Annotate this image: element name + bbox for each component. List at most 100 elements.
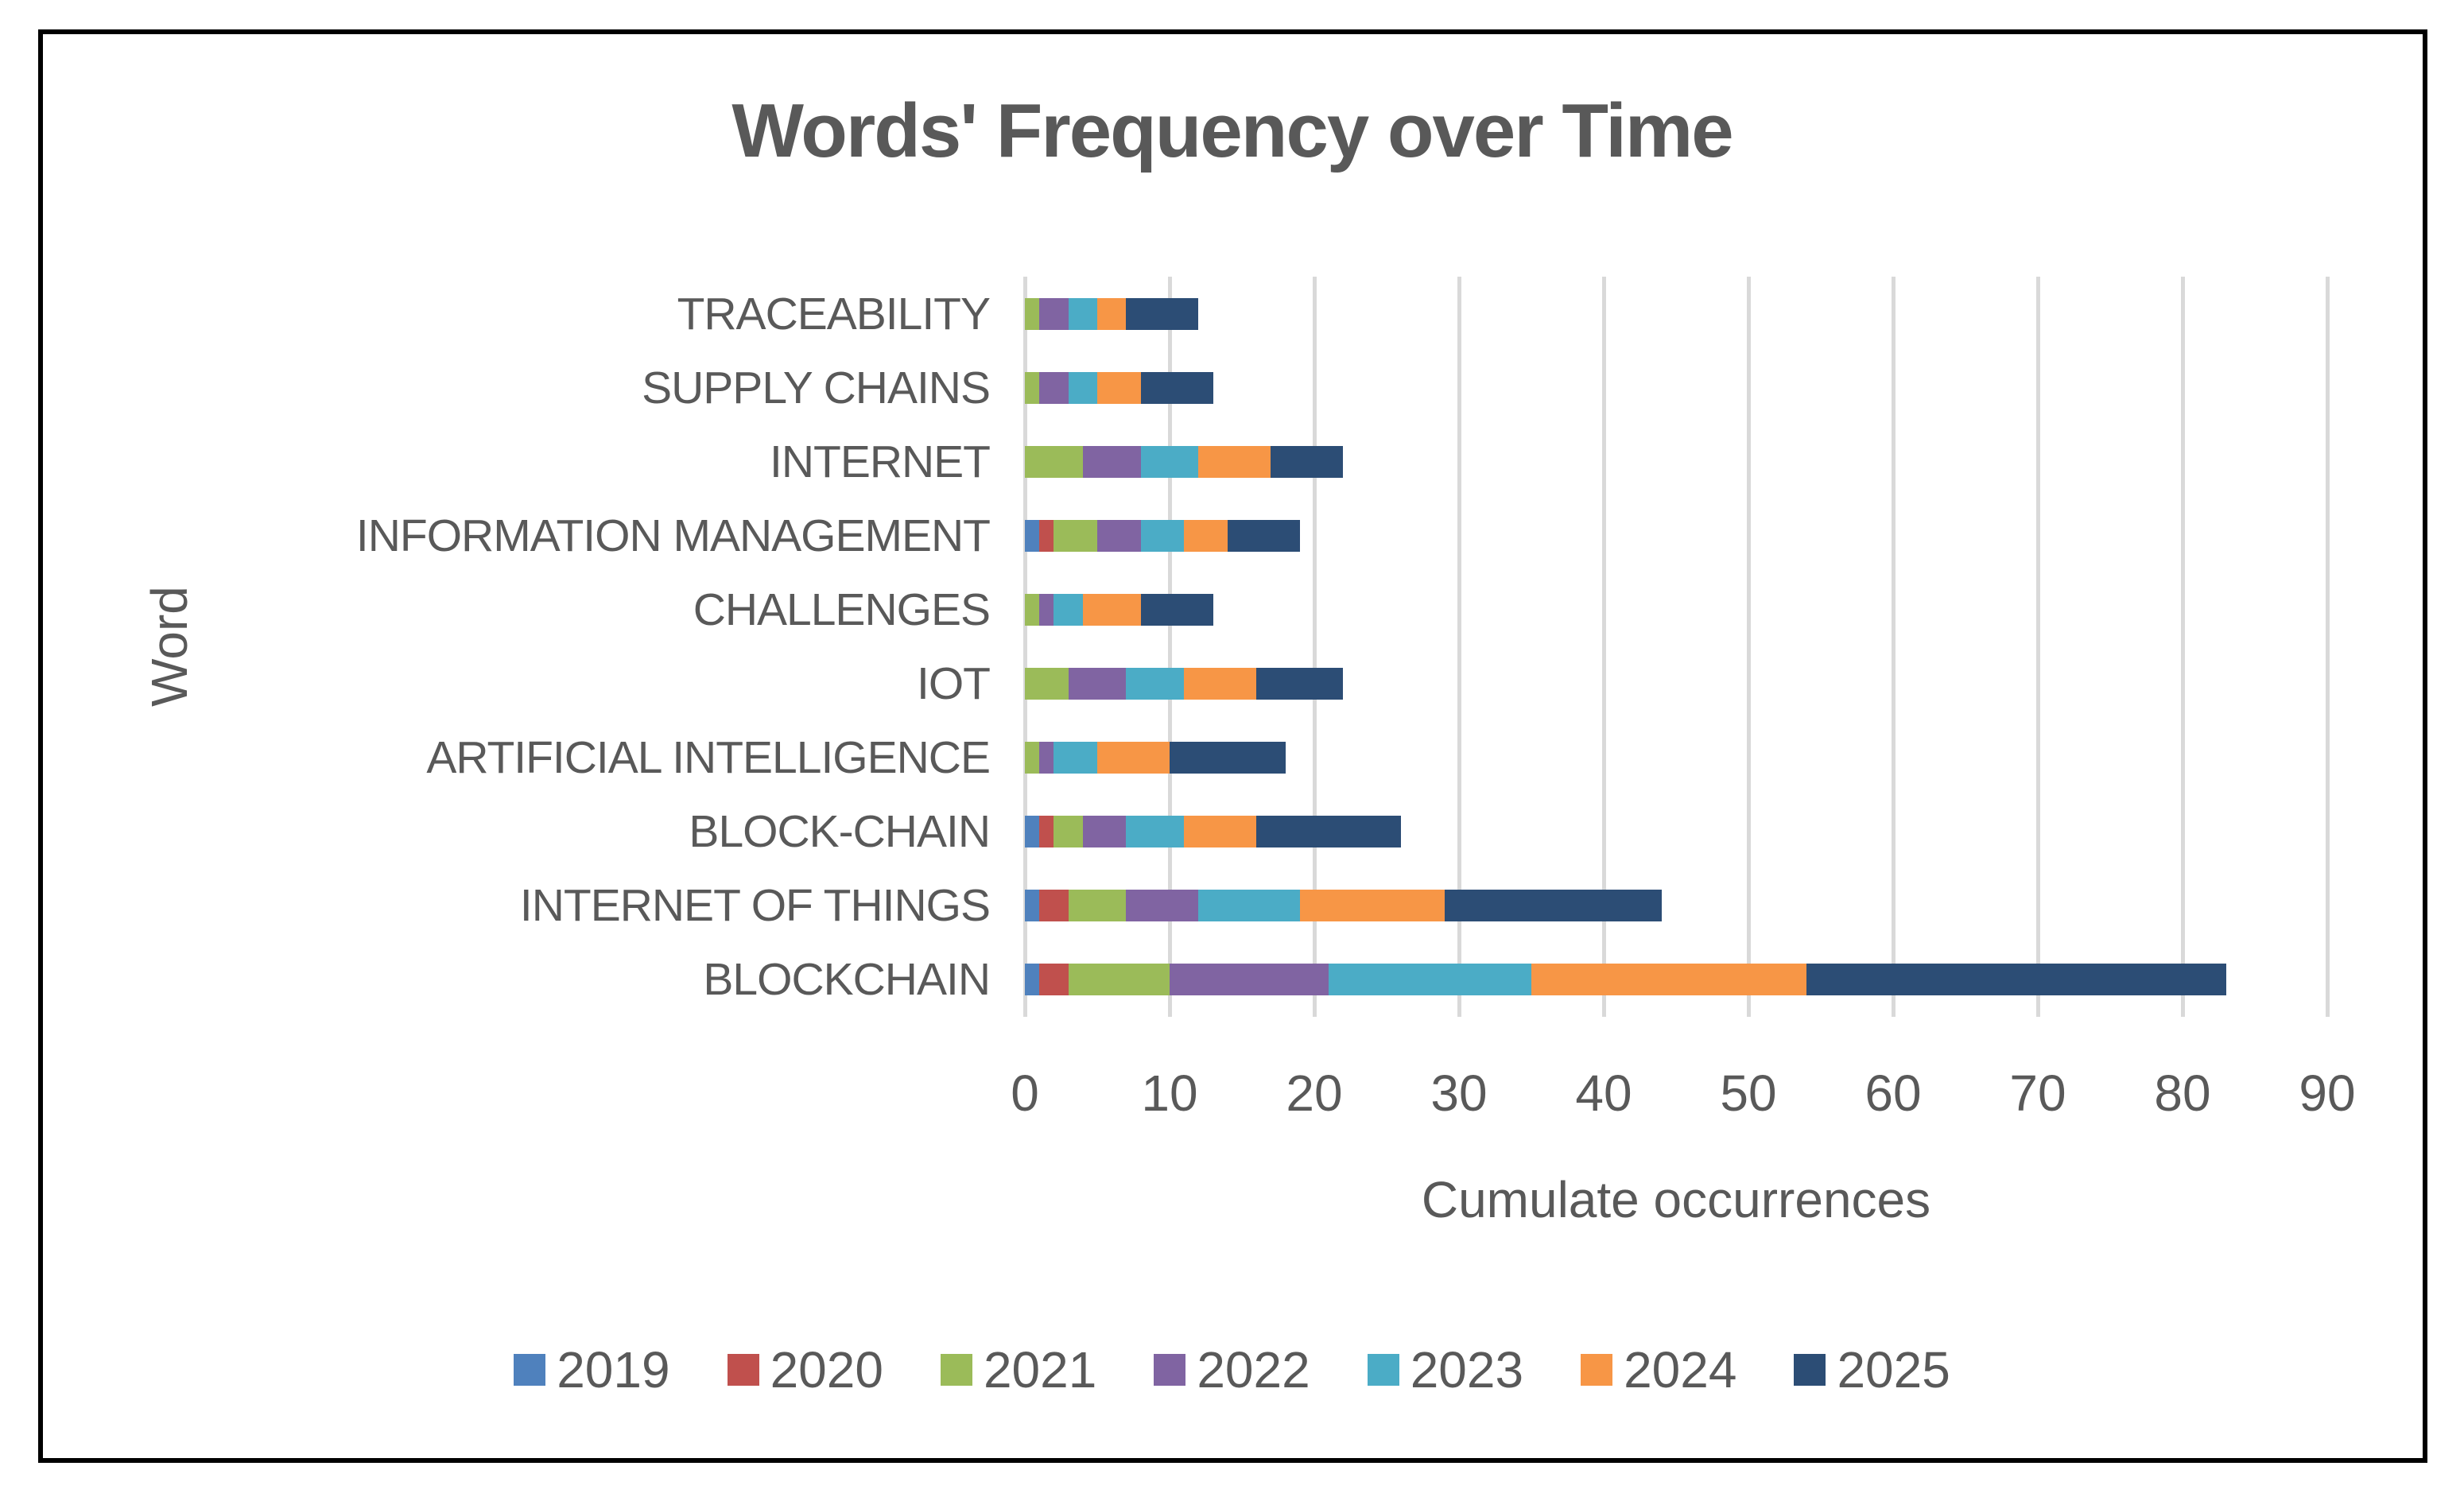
- bar-segment: [1140, 371, 1213, 404]
- x-tick-label: 30: [1430, 1065, 1488, 1122]
- category-label: IOT: [917, 658, 991, 710]
- legend-label: 2021: [983, 1341, 1097, 1398]
- gridline: [2181, 277, 2185, 1017]
- bar-segment: [1039, 519, 1054, 552]
- category-label: INFORMATION MANAGEMENT: [355, 510, 991, 561]
- x-tick-label: 90: [2299, 1065, 2356, 1122]
- bar-segment: [1025, 371, 1040, 404]
- bar-segment: [1054, 742, 1097, 774]
- bar-row: [1025, 371, 1213, 404]
- bar-row: [1025, 297, 1199, 330]
- bar-segment: [1039, 816, 1054, 848]
- bar-segment: [1039, 371, 1069, 404]
- legend-item: 2020: [727, 1340, 883, 1399]
- x-tick-label: 70: [2009, 1065, 2066, 1122]
- legend-swatch: [514, 1354, 546, 1386]
- bar-segment: [1126, 297, 1199, 330]
- legend-label: 2022: [1197, 1341, 1310, 1398]
- bar-segment: [1068, 297, 1097, 330]
- legend-item: 2023: [1367, 1340, 1524, 1399]
- legend-label: 2025: [1837, 1341, 1950, 1398]
- bar-segment: [1184, 519, 1228, 552]
- bar-segment: [1025, 297, 1040, 330]
- category-label: BLOCK-CHAIN: [689, 806, 991, 858]
- bar-segment: [1054, 816, 1083, 848]
- x-tick-label: 20: [1286, 1065, 1343, 1122]
- x-tick-label: 40: [1575, 1065, 1632, 1122]
- bar-segment: [1096, 297, 1127, 330]
- category-label: ARTIFICIAL INTELLIGENCE: [426, 732, 991, 784]
- gridline: [1747, 277, 1751, 1017]
- bar-segment: [1039, 593, 1054, 626]
- x-tick-label: 80: [2154, 1065, 2211, 1122]
- gridline: [2326, 277, 2330, 1017]
- legend-swatch: [940, 1354, 972, 1386]
- bar-segment: [1025, 890, 1040, 922]
- legend-label: 2023: [1410, 1341, 1524, 1398]
- legend-item: 2021: [940, 1340, 1097, 1399]
- bar-segment: [1140, 519, 1185, 552]
- legend-label: 2024: [1624, 1341, 1737, 1398]
- bar-segment: [1299, 890, 1445, 922]
- bar-row: [1025, 890, 1662, 922]
- chart-title: Words' Frequency over Time: [731, 88, 1733, 173]
- category-label: TRACEABILITY: [677, 288, 991, 339]
- legend-swatch: [1794, 1354, 1826, 1386]
- bar-segment: [1025, 816, 1040, 848]
- legend-item: 2022: [1154, 1340, 1310, 1399]
- bar-segment: [1256, 816, 1402, 848]
- bar-segment: [1039, 297, 1069, 330]
- bar-row: [1025, 742, 1286, 774]
- gridline: [1168, 277, 1172, 1017]
- bar-segment: [1025, 445, 1083, 478]
- legend-label: 2019: [557, 1341, 670, 1398]
- x-tick-label: 10: [1141, 1065, 1198, 1122]
- plot-area: [1023, 277, 2330, 1017]
- bar-segment: [1184, 816, 1257, 848]
- gridline: [1023, 277, 1027, 1017]
- bar-segment: [1068, 668, 1127, 700]
- category-label: SUPPLY CHAINS: [642, 362, 991, 413]
- bar-row: [1025, 445, 1344, 478]
- legend-item: 2019: [514, 1340, 670, 1399]
- bar-segment: [1126, 816, 1185, 848]
- category-label: BLOCKCHAIN: [703, 954, 991, 1006]
- x-tick-label: 0: [1011, 1065, 1039, 1122]
- bar-segment: [1531, 964, 1806, 996]
- legend-swatch: [1367, 1354, 1399, 1386]
- bar-segment: [1271, 445, 1344, 478]
- legend-swatch: [727, 1354, 759, 1386]
- bar-row: [1025, 519, 1300, 552]
- bar-segment: [1806, 964, 2226, 996]
- legend-swatch: [1581, 1354, 1613, 1386]
- bar-segment: [1184, 668, 1257, 700]
- bar-segment: [1444, 890, 1662, 922]
- bar-segment: [1140, 445, 1199, 478]
- y-axis-title: Word: [141, 586, 198, 707]
- legend-swatch: [1154, 1354, 1186, 1386]
- bar-segment: [1198, 445, 1271, 478]
- bar-segment: [1025, 742, 1040, 774]
- legend-item: 2025: [1794, 1340, 1950, 1399]
- bar-segment: [1126, 890, 1199, 922]
- bar-segment: [1256, 668, 1344, 700]
- bar-segment: [1082, 593, 1141, 626]
- category-label: INTERNET OF THINGS: [519, 880, 991, 932]
- bar-row: [1025, 593, 1213, 626]
- bar-segment: [1039, 964, 1069, 996]
- gridline: [1892, 277, 1896, 1017]
- legend: 2019 2020 2021 2022 2023 2024 2025: [0, 1340, 2464, 1399]
- bar-segment: [1039, 890, 1069, 922]
- bar-segment: [1126, 668, 1185, 700]
- bar-row: [1025, 816, 1402, 848]
- bar-segment: [1068, 964, 1170, 996]
- x-axis-title: Cumulate occurrences: [1421, 1171, 1931, 1228]
- gridline: [1313, 277, 1317, 1017]
- gridline: [1457, 277, 1461, 1017]
- gridline: [2036, 277, 2040, 1017]
- bar-segment: [1068, 371, 1097, 404]
- category-label: CHALLENGES: [693, 584, 991, 635]
- bar-segment: [1096, 519, 1141, 552]
- bar-segment: [1025, 964, 1040, 996]
